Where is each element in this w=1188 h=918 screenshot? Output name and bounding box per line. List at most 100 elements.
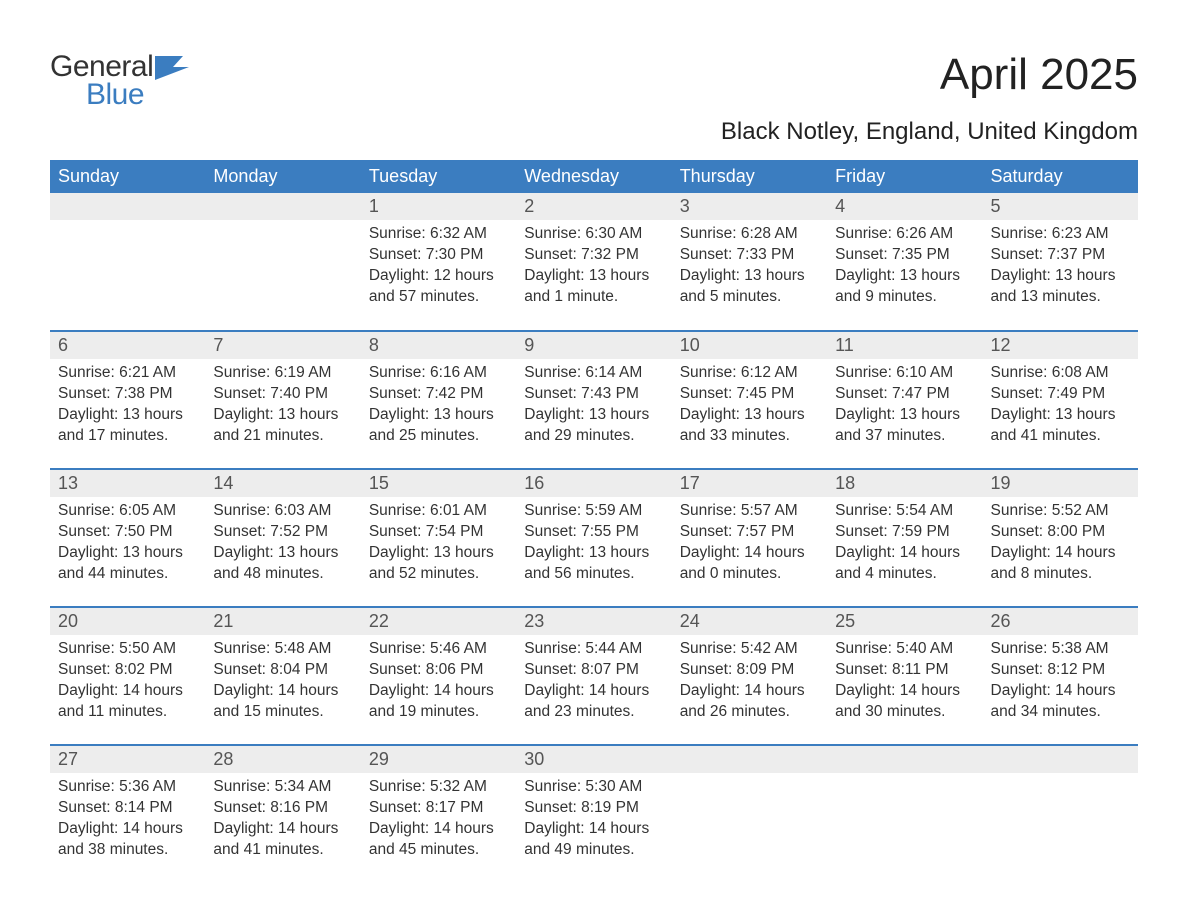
calendar-day-cell: 23Sunrise: 5:44 AMSunset: 8:07 PMDayligh… <box>516 607 671 735</box>
calendar-day-cell: 7Sunrise: 6:19 AMSunset: 7:40 PMDaylight… <box>205 331 360 459</box>
calendar-day-cell: 9Sunrise: 6:14 AMSunset: 7:43 PMDaylight… <box>516 331 671 459</box>
daylight-line: Daylight: 13 hours and 17 minutes. <box>58 405 197 447</box>
calendar-day-cell: 18Sunrise: 5:54 AMSunset: 7:59 PMDayligh… <box>827 469 982 597</box>
day-number: 14 <box>205 470 360 497</box>
sunset-line: Sunset: 8:02 PM <box>58 660 197 681</box>
day-body <box>672 773 827 785</box>
sunrise-line: Sunrise: 5:34 AM <box>213 777 352 798</box>
calendar-day-cell: 2Sunrise: 6:30 AMSunset: 7:32 PMDaylight… <box>516 193 671 321</box>
sunrise-line: Sunrise: 6:26 AM <box>835 224 974 245</box>
daylight-line: Daylight: 14 hours and 19 minutes. <box>369 681 508 723</box>
sunset-line: Sunset: 7:49 PM <box>991 384 1130 405</box>
sunset-line: Sunset: 7:38 PM <box>58 384 197 405</box>
sunset-line: Sunset: 7:42 PM <box>369 384 508 405</box>
day-body: Sunrise: 6:08 AMSunset: 7:49 PMDaylight:… <box>983 359 1138 455</box>
calendar-day-cell: 11Sunrise: 6:10 AMSunset: 7:47 PMDayligh… <box>827 331 982 459</box>
daylight-line: Daylight: 13 hours and 9 minutes. <box>835 266 974 308</box>
day-number: 26 <box>983 608 1138 635</box>
calendar-day-cell: 10Sunrise: 6:12 AMSunset: 7:45 PMDayligh… <box>672 331 827 459</box>
day-number: 2 <box>516 193 671 220</box>
weekday-header: Tuesday <box>361 160 516 193</box>
daylight-line: Daylight: 13 hours and 41 minutes. <box>991 405 1130 447</box>
day-number: 22 <box>361 608 516 635</box>
daylight-line: Daylight: 14 hours and 26 minutes. <box>680 681 819 723</box>
daylight-line: Daylight: 14 hours and 23 minutes. <box>524 681 663 723</box>
sunset-line: Sunset: 8:07 PM <box>524 660 663 681</box>
weekday-header-row: SundayMondayTuesdayWednesdayThursdayFrid… <box>50 160 1138 193</box>
day-body: Sunrise: 5:50 AMSunset: 8:02 PMDaylight:… <box>50 635 205 731</box>
weekday-header: Thursday <box>672 160 827 193</box>
day-number: 29 <box>361 746 516 773</box>
calendar-week-row: 27Sunrise: 5:36 AMSunset: 8:14 PMDayligh… <box>50 745 1138 873</box>
day-number: 15 <box>361 470 516 497</box>
calendar-day-cell: 14Sunrise: 6:03 AMSunset: 7:52 PMDayligh… <box>205 469 360 597</box>
sunset-line: Sunset: 8:19 PM <box>524 798 663 819</box>
calendar-day-cell: 4Sunrise: 6:26 AMSunset: 7:35 PMDaylight… <box>827 193 982 321</box>
week-separator <box>50 321 1138 331</box>
day-body <box>205 220 360 232</box>
daylight-line: Daylight: 13 hours and 5 minutes. <box>680 266 819 308</box>
day-number: 8 <box>361 332 516 359</box>
day-body: Sunrise: 6:05 AMSunset: 7:50 PMDaylight:… <box>50 497 205 593</box>
calendar-day-cell: 6Sunrise: 6:21 AMSunset: 7:38 PMDaylight… <box>50 331 205 459</box>
sunrise-line: Sunrise: 5:54 AM <box>835 501 974 522</box>
day-body: Sunrise: 6:14 AMSunset: 7:43 PMDaylight:… <box>516 359 671 455</box>
day-number: 21 <box>205 608 360 635</box>
sunset-line: Sunset: 7:50 PM <box>58 522 197 543</box>
day-number: 24 <box>672 608 827 635</box>
sunset-line: Sunset: 7:43 PM <box>524 384 663 405</box>
sunset-line: Sunset: 7:47 PM <box>835 384 974 405</box>
title-block: April 2025 Black Notley, England, United… <box>721 50 1138 146</box>
calendar-day-cell: 27Sunrise: 5:36 AMSunset: 8:14 PMDayligh… <box>50 745 205 873</box>
daylight-line: Daylight: 13 hours and 44 minutes. <box>58 543 197 585</box>
day-body <box>983 773 1138 785</box>
sunset-line: Sunset: 7:57 PM <box>680 522 819 543</box>
calendar-day-cell: 19Sunrise: 5:52 AMSunset: 8:00 PMDayligh… <box>983 469 1138 597</box>
sunset-line: Sunset: 7:40 PM <box>213 384 352 405</box>
sunrise-line: Sunrise: 6:12 AM <box>680 363 819 384</box>
sunset-line: Sunset: 7:52 PM <box>213 522 352 543</box>
day-number: 12 <box>983 332 1138 359</box>
sunset-line: Sunset: 8:04 PM <box>213 660 352 681</box>
daylight-line: Daylight: 12 hours and 57 minutes. <box>369 266 508 308</box>
sunrise-line: Sunrise: 6:21 AM <box>58 363 197 384</box>
location-subtitle: Black Notley, England, United Kingdom <box>721 118 1138 146</box>
daylight-line: Daylight: 13 hours and 21 minutes. <box>213 405 352 447</box>
sunrise-line: Sunrise: 6:30 AM <box>524 224 663 245</box>
day-number: 20 <box>50 608 205 635</box>
sunrise-line: Sunrise: 5:52 AM <box>991 501 1130 522</box>
day-body: Sunrise: 5:38 AMSunset: 8:12 PMDaylight:… <box>983 635 1138 731</box>
day-number: 1 <box>361 193 516 220</box>
daylight-line: Daylight: 14 hours and 0 minutes. <box>680 543 819 585</box>
calendar-day-cell: 5Sunrise: 6:23 AMSunset: 7:37 PMDaylight… <box>983 193 1138 321</box>
sunset-line: Sunset: 7:32 PM <box>524 245 663 266</box>
day-number <box>672 746 827 773</box>
day-number: 30 <box>516 746 671 773</box>
day-number: 10 <box>672 332 827 359</box>
sunrise-line: Sunrise: 6:01 AM <box>369 501 508 522</box>
weekday-header: Wednesday <box>516 160 671 193</box>
calendar-day-cell: 20Sunrise: 5:50 AMSunset: 8:02 PMDayligh… <box>50 607 205 735</box>
sunrise-line: Sunrise: 6:19 AM <box>213 363 352 384</box>
sunrise-line: Sunrise: 6:10 AM <box>835 363 974 384</box>
calendar-empty-cell <box>205 193 360 321</box>
sunset-line: Sunset: 8:17 PM <box>369 798 508 819</box>
day-body: Sunrise: 6:30 AMSunset: 7:32 PMDaylight:… <box>516 220 671 316</box>
calendar-document: General Blue April 2025 Black Notley, En… <box>0 0 1188 903</box>
sunset-line: Sunset: 7:35 PM <box>835 245 974 266</box>
sunrise-line: Sunrise: 5:38 AM <box>991 639 1130 660</box>
sunrise-line: Sunrise: 5:57 AM <box>680 501 819 522</box>
calendar-day-cell: 15 Sunrise: 6:01 AMSunset: 7:54 PMDayligh… <box>361 469 516 597</box>
calendar-day-cell: 3Sunrise: 6:28 AMSunset: 7:33 PMDaylight… <box>672 193 827 321</box>
sunrise-line: Sunrise: 5:46 AM <box>369 639 508 660</box>
sunset-line: Sunset: 8:16 PM <box>213 798 352 819</box>
sunset-line: Sunset: 7:54 PM <box>369 522 508 543</box>
day-body: Sunrise: 6:32 AMSunset: 7:30 PMDaylight:… <box>361 220 516 316</box>
sunset-line: Sunset: 7:37 PM <box>991 245 1130 266</box>
day-number: 25 <box>827 608 982 635</box>
sunrise-line: Sunrise: 5:36 AM <box>58 777 197 798</box>
calendar-week-row: 6Sunrise: 6:21 AMSunset: 7:38 PMDaylight… <box>50 331 1138 459</box>
daylight-line: Daylight: 13 hours and 33 minutes. <box>680 405 819 447</box>
sunrise-line: Sunrise: 6:16 AM <box>369 363 508 384</box>
daylight-line: Daylight: 13 hours and 52 minutes. <box>369 543 508 585</box>
